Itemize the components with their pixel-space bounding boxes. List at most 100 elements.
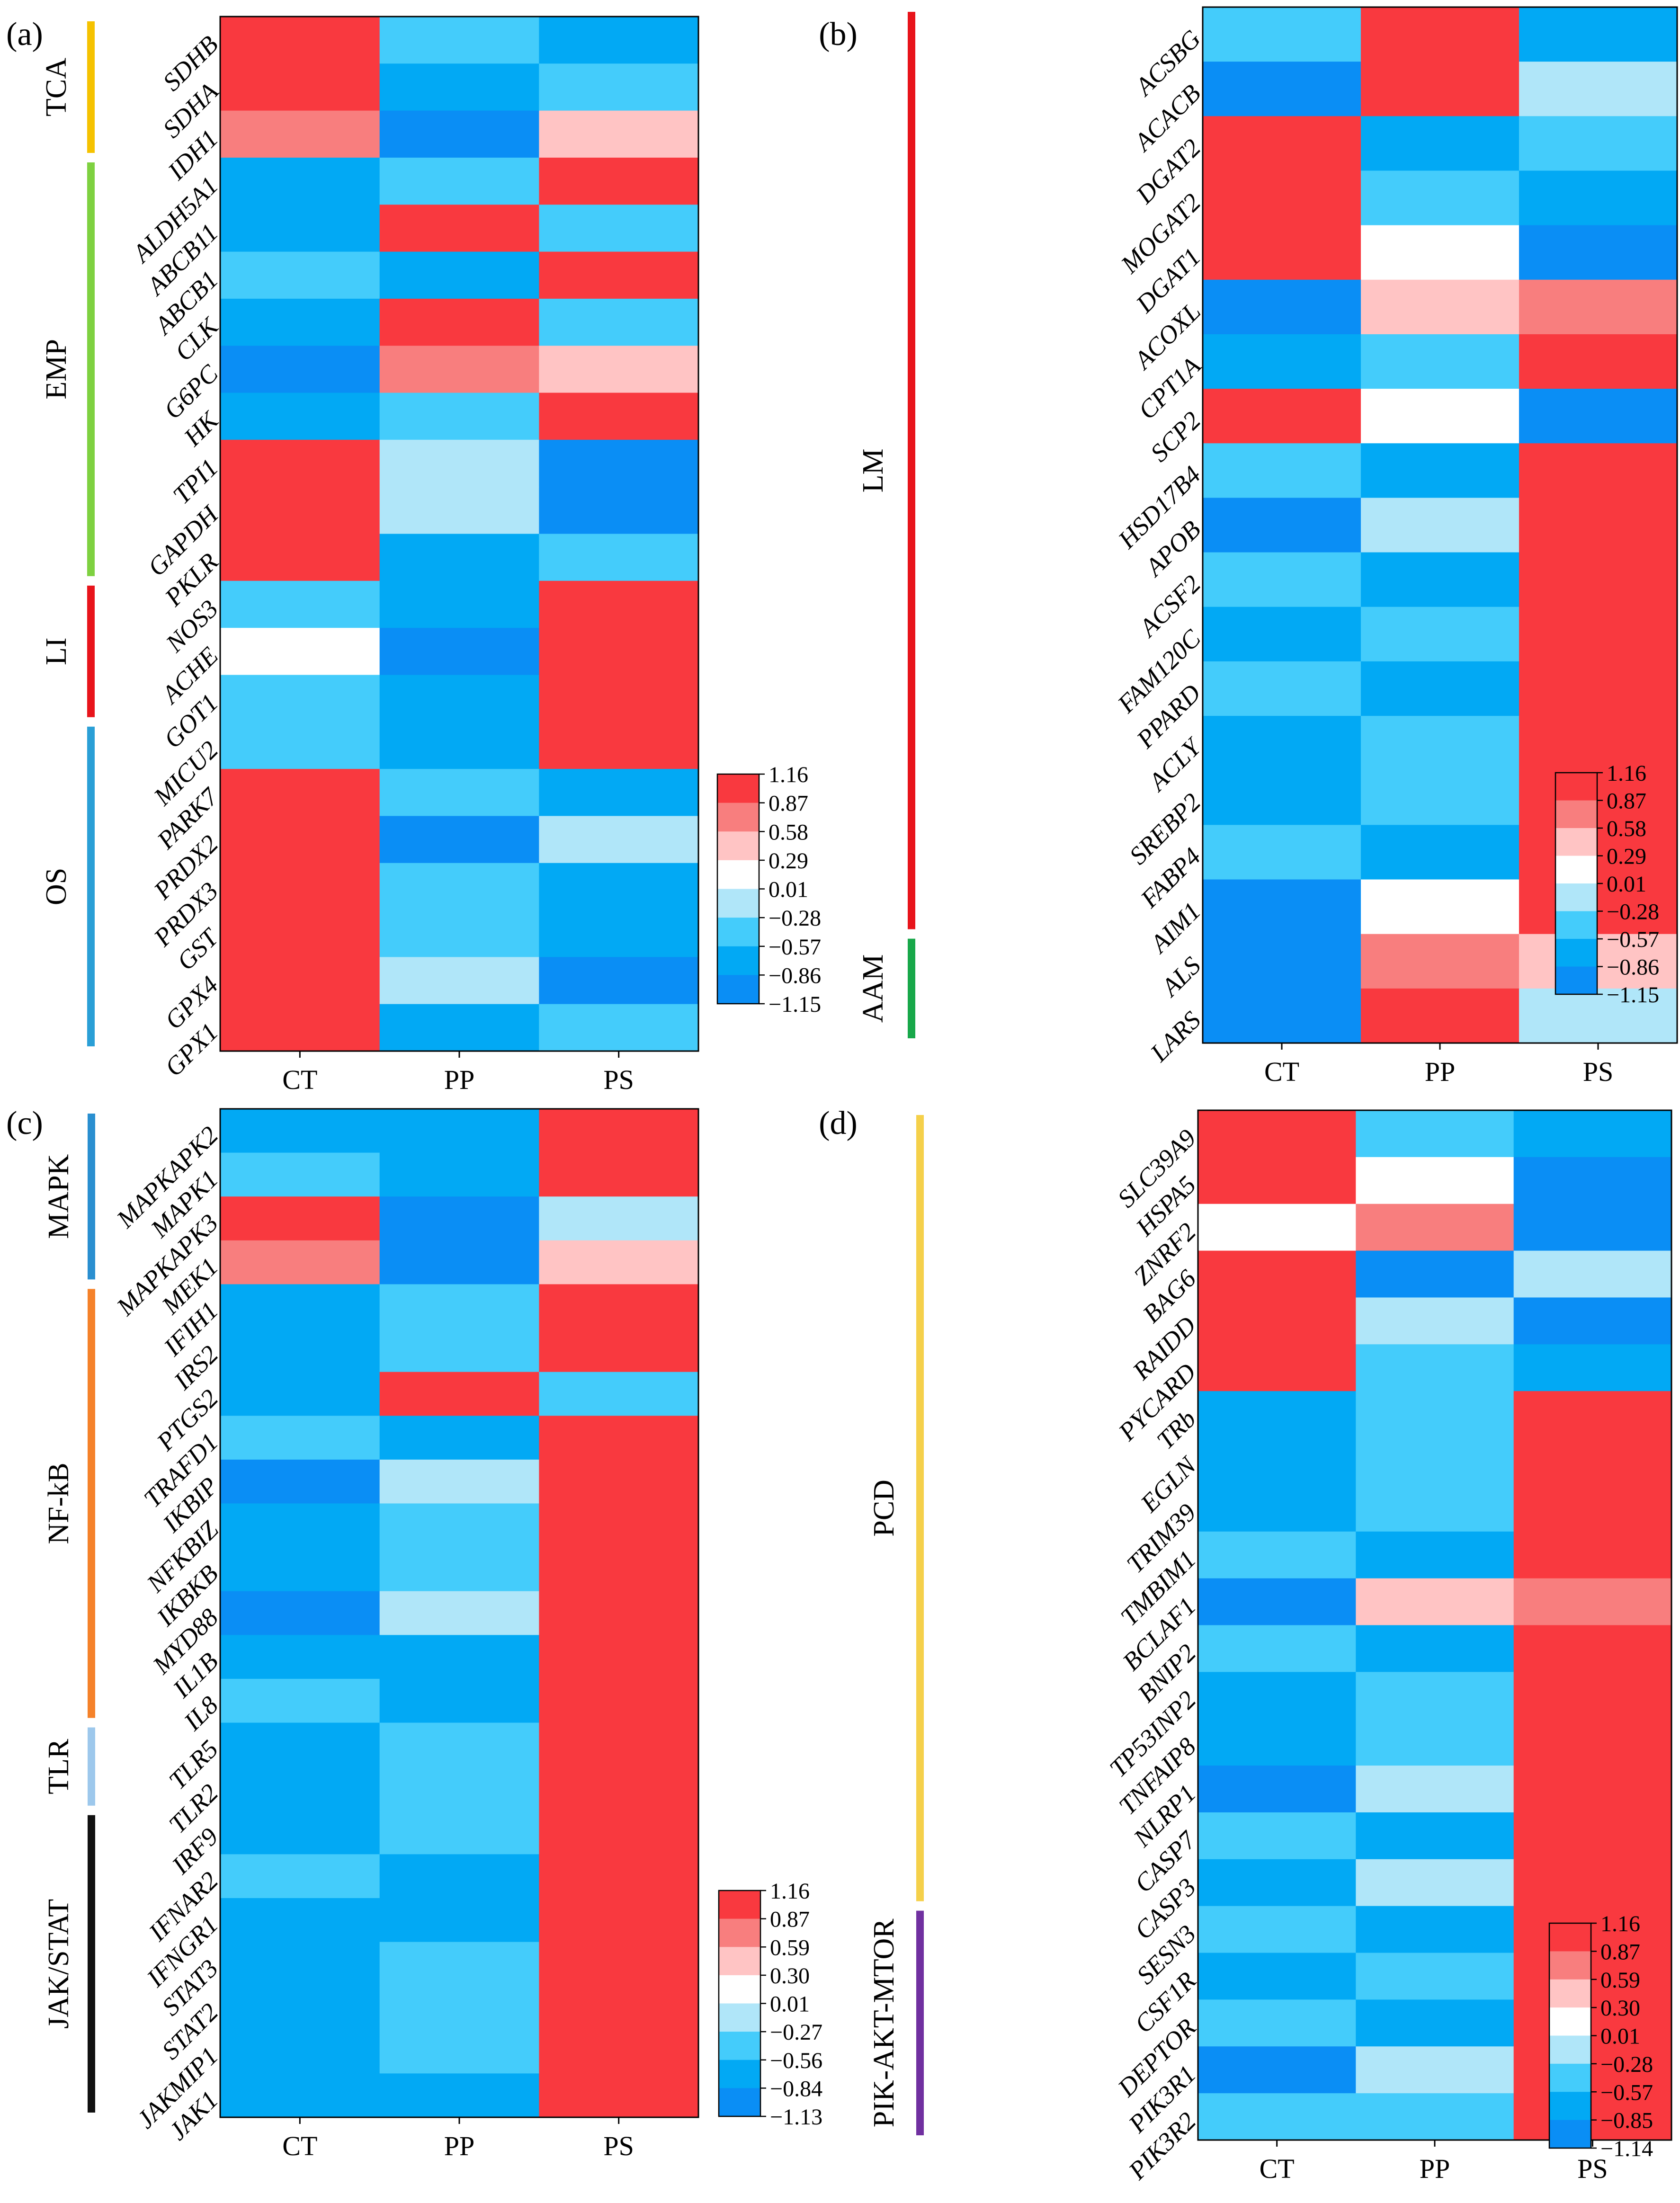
heatmap-cell	[379, 1109, 539, 1153]
heatmap-cell	[1361, 389, 1519, 444]
heatmap-cell	[1203, 498, 1361, 553]
colorbar-segment	[719, 2032, 760, 2060]
heatmap-cell	[379, 722, 539, 769]
heatmap-cell	[220, 1678, 380, 1723]
heatmap-cell	[379, 392, 539, 440]
heatmap-cell	[1356, 1859, 1514, 1907]
colorbar-tick-label: 0.01	[770, 1992, 810, 2017]
row-label: SDHB	[157, 30, 223, 96]
heatmap-cell	[220, 439, 380, 487]
heatmap-cell	[1513, 1531, 1672, 1579]
panel-label: (c)	[6, 1105, 43, 1142]
row-label: G6PC	[158, 359, 224, 425]
heatmap-cell	[1198, 1344, 1356, 1391]
row-label: EGLN	[1135, 1450, 1202, 1518]
colorbar-segment	[1555, 773, 1597, 801]
heatmap-cell	[220, 2073, 380, 2118]
heatmap-cell	[1513, 1812, 1672, 1860]
colorbar-segment	[719, 1918, 760, 1947]
heatmap-cell	[379, 957, 539, 1005]
heatmap-cell	[1519, 170, 1678, 226]
heatmap-cell	[1203, 279, 1361, 335]
colorbar-segment	[717, 975, 759, 1004]
heatmap-cell	[379, 157, 539, 205]
heatmap-cell	[220, 17, 380, 64]
heatmap-cell	[1519, 825, 1678, 880]
heatmap-cell	[1356, 1484, 1514, 1532]
colorbar-tick-label: 0.58	[769, 820, 808, 845]
colorbar-tick-label: −1.13	[770, 2105, 822, 2130]
heatmap-cell	[220, 863, 380, 910]
heatmap-cell	[1361, 552, 1519, 607]
heatmap-cell	[539, 1196, 699, 1241]
heatmap-cell	[1356, 1999, 1514, 2047]
colorbar-tick-label: 1.16	[1607, 761, 1646, 786]
heatmap-cell	[220, 298, 380, 346]
heatmap-cell	[1203, 334, 1361, 389]
colorbar-segment	[717, 774, 759, 803]
heatmap-cell	[1198, 1953, 1356, 2000]
heatmap-cell	[379, 298, 539, 346]
heatmap-cell	[1519, 934, 1678, 989]
group-label: LM	[857, 448, 889, 492]
heatmap-cell	[220, 1547, 380, 1592]
heatmap-cell	[1519, 443, 1678, 499]
heatmap-cell	[379, 17, 539, 64]
colorbar-tick-label: −0.28	[769, 906, 821, 931]
colorbar-segment	[1549, 1923, 1591, 1952]
colorbar-tick-label: −1.14	[1600, 2136, 1653, 2161]
heatmap-cell	[1198, 1110, 1356, 1158]
heatmap-cell	[1513, 1999, 1672, 2047]
heatmap-cell	[1356, 1578, 1514, 1626]
heatmap-cell	[379, 346, 539, 393]
heatmap-cell	[1361, 279, 1519, 335]
heatmap-cell	[1203, 170, 1361, 226]
heatmap-panel-2: (b) ACSBGACACBDGAT2MOGAT2DGAT1ACOXLCPT1AS…	[819, 6, 1678, 1087]
heatmap-cell	[220, 1942, 380, 1986]
heatmap-cell	[539, 1284, 699, 1329]
heatmap-cell	[539, 63, 699, 111]
heatmap-cell	[379, 1722, 539, 1767]
heatmap-panel-4: (d)SLC39A9HSPA5ZNRF2BAG6RAIDDPYCARDTRbEG…	[819, 1105, 1672, 2185]
heatmap-cell	[539, 1416, 699, 1460]
colorbar-tick-label: 0.01	[769, 877, 808, 902]
colorbar-tick-label: −0.56	[770, 2048, 822, 2073]
colorbar-tick-label: −0.57	[1600, 2080, 1653, 2105]
heatmap-cell	[539, 1635, 699, 1679]
heatmap-cell	[220, 1810, 380, 1855]
heatmap-cell	[379, 580, 539, 628]
heatmap-cell	[379, 1854, 539, 1899]
colorbar-tick-label: −0.57	[1607, 927, 1659, 952]
heatmap-cell	[1513, 1672, 1672, 1719]
heatmap-cell	[1356, 1766, 1514, 1813]
heatmap-cell	[220, 816, 380, 864]
heatmap-cell	[1513, 2046, 1672, 2094]
heatmap-cell	[1361, 498, 1519, 553]
heatmap-cell	[1519, 661, 1678, 716]
heatmap-cell	[1203, 825, 1361, 880]
heatmap-cell	[539, 1942, 699, 1986]
colorbar-tick-label: 0.30	[1600, 1996, 1640, 2021]
group-label: PIK-AKT-MTOR	[868, 1918, 900, 2128]
row-label: GPX4	[159, 971, 223, 1035]
heatmap-cell	[539, 1810, 699, 1855]
colorbar-tick-label: 0.29	[769, 848, 808, 874]
heatmap-cell	[1513, 1625, 1672, 1672]
group-label: LI	[40, 638, 72, 666]
colorbar-tick-label: −0.28	[1607, 900, 1659, 925]
heatmap-cell	[1356, 1110, 1514, 1158]
group-label: OS	[40, 868, 72, 905]
heatmap-cell	[1513, 1719, 1672, 1766]
colorbar-tick-label: 0.29	[1607, 844, 1646, 869]
column-label: PS	[1583, 1056, 1614, 1087]
heatmap-cell	[1356, 1953, 1514, 2000]
colorbar-segment	[717, 918, 759, 947]
heatmap-cell	[1198, 1297, 1356, 1345]
heatmap-cell	[539, 1109, 699, 1153]
heatmap-cell	[1513, 1157, 1672, 1204]
heatmap-cell	[539, 816, 699, 864]
heatmap-cell	[379, 1986, 539, 2030]
heatmap-cell	[1356, 1672, 1514, 1719]
heatmap-cell	[379, 1942, 539, 1986]
heatmap-cell	[220, 346, 380, 393]
